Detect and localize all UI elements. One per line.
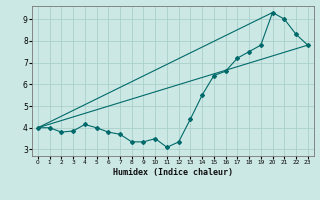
X-axis label: Humidex (Indice chaleur): Humidex (Indice chaleur) [113,168,233,177]
